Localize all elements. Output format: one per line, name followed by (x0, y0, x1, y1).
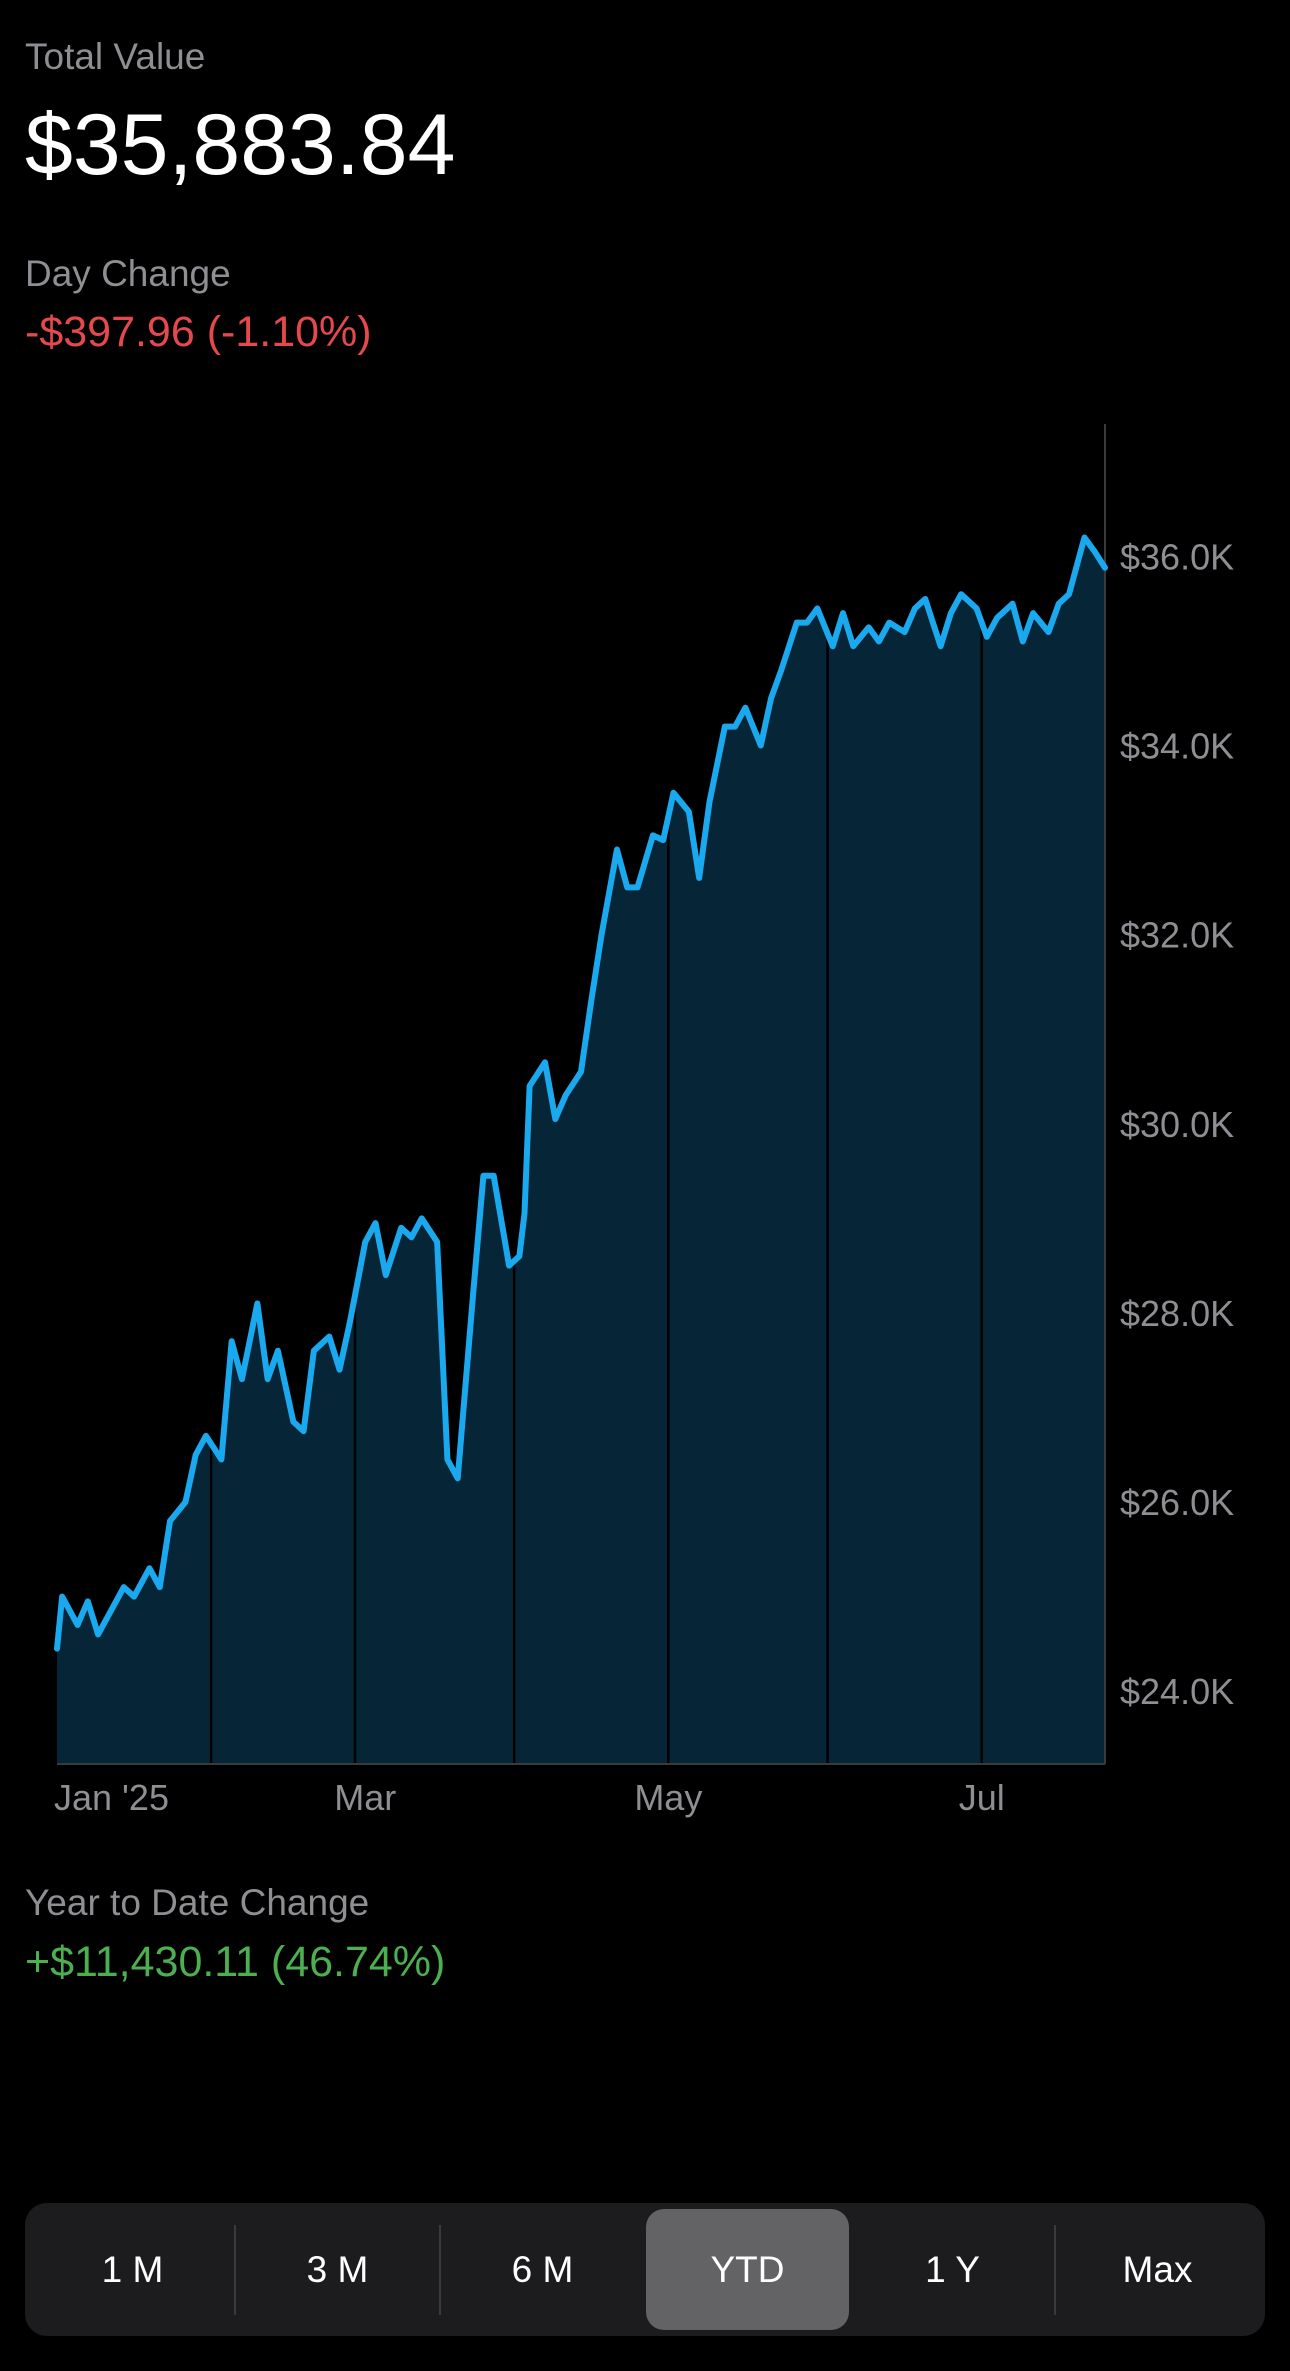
time-range-selector: 1 M 3 M 6 M YTD 1 Y Max (25, 2203, 1265, 2336)
y-tick-label: $24.0K (1120, 1671, 1234, 1712)
ytd-change-label: Year to Date Change (25, 1882, 370, 1923)
range-1m-button[interactable]: 1 M (101, 2248, 164, 2290)
x-tick-label: Jul (959, 1777, 1005, 1818)
ytd-change-value: +$11,430.11 (46.74%) (25, 1938, 446, 1986)
range-divider (234, 2224, 236, 2315)
total-value-label: Total Value (25, 36, 206, 77)
range-6m-button[interactable]: 6 M (511, 2248, 574, 2290)
range-ytd-button[interactable]: YTD (646, 2209, 849, 2330)
series-line (54, 534, 1108, 1652)
x-tick-label: Mar (334, 1777, 396, 1818)
y-tick-label: $30.0K (1120, 1104, 1234, 1145)
range-divider (1054, 2224, 1056, 2315)
y-tick-label: $34.0K (1120, 726, 1234, 767)
range-divider (439, 2224, 441, 2315)
range-3m-button[interactable]: 3 M (306, 2248, 369, 2290)
total-value: $35,883.84 (25, 97, 456, 193)
y-tick-label: $28.0K (1120, 1293, 1234, 1334)
y-tick-label: $32.0K (1120, 915, 1234, 956)
y-tick-label: $36.0K (1120, 536, 1234, 577)
range-1y-button[interactable]: 1 Y (925, 2248, 980, 2290)
series-area (57, 537, 1105, 1764)
range-max-button[interactable]: Max (1122, 2248, 1193, 2290)
day-change-label: Day Change (25, 253, 231, 294)
portfolio-value-chart[interactable]: $36.0K $34.0K $32.0K $30.0K $28.0K $26.0K $24.… (0, 400, 1290, 1840)
y-tick-label: $26.0K (1120, 1482, 1234, 1523)
x-tick-label: Jan '25 (54, 1777, 169, 1818)
day-change-value: -$397.96 (-1.10%) (25, 308, 372, 356)
x-tick-label: May (634, 1777, 702, 1818)
